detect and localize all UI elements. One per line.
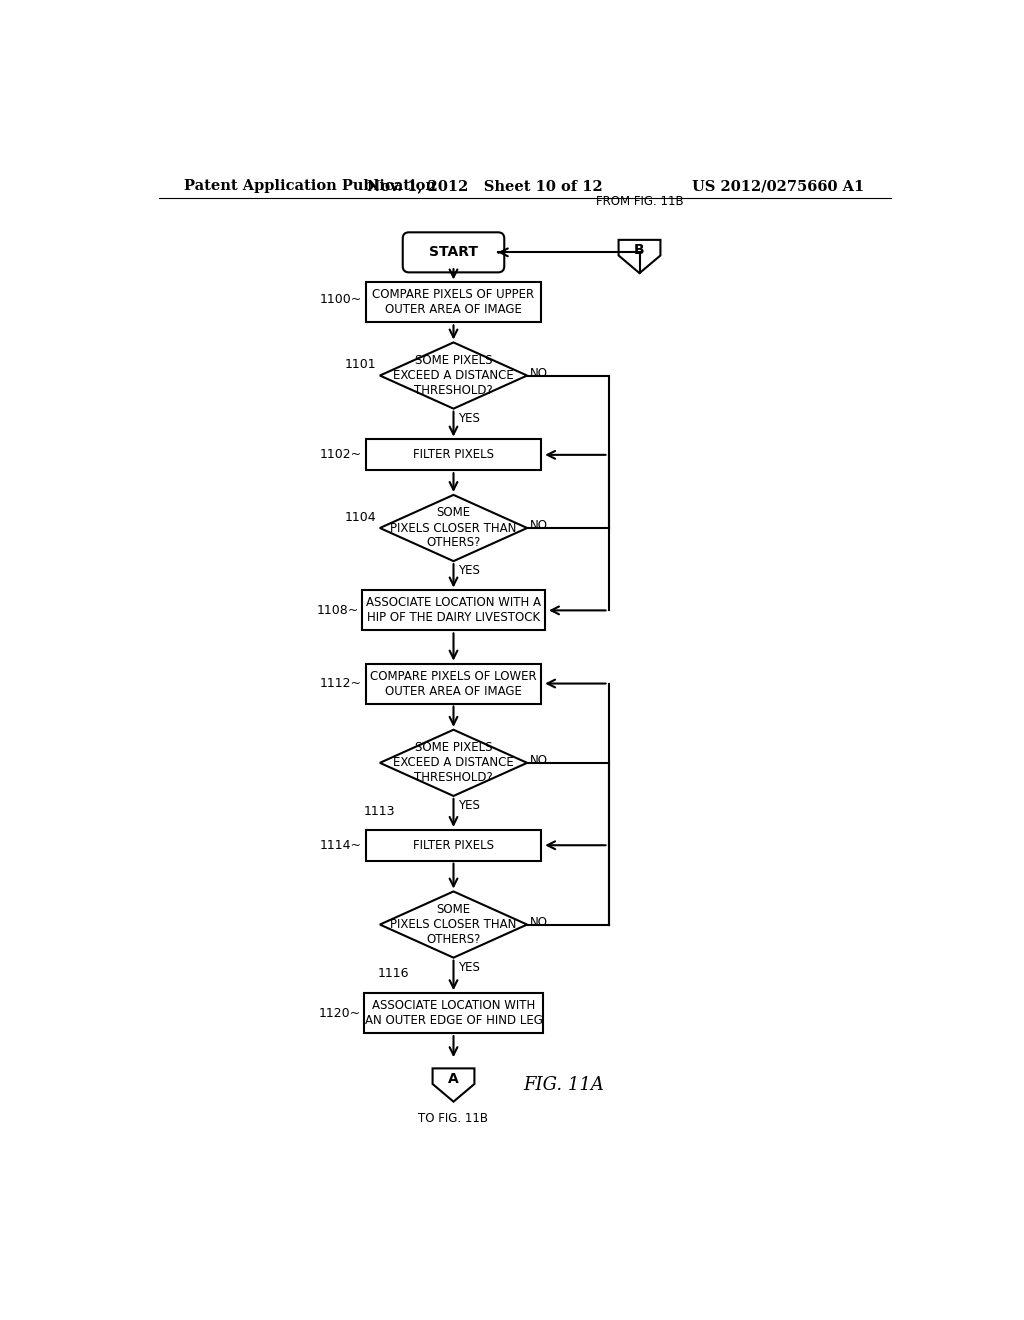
- Text: COMPARE PIXELS OF LOWER
OUTER AREA OF IMAGE: COMPARE PIXELS OF LOWER OUTER AREA OF IM…: [371, 669, 537, 697]
- Text: B: B: [634, 243, 645, 257]
- Text: 1108~: 1108~: [317, 603, 359, 616]
- Polygon shape: [618, 240, 660, 273]
- Bar: [367, 830, 541, 861]
- Polygon shape: [380, 891, 527, 958]
- Text: COMPARE PIXELS OF UPPER
OUTER AREA OF IMAGE: COMPARE PIXELS OF UPPER OUTER AREA OF IM…: [373, 288, 535, 317]
- Text: START: START: [429, 246, 478, 259]
- Bar: [367, 282, 541, 322]
- Text: ASSOCIATE LOCATION WITH
AN OUTER EDGE OF HIND LEG: ASSOCIATE LOCATION WITH AN OUTER EDGE OF…: [365, 999, 543, 1027]
- Text: SOME PIXELS
EXCEED A DISTANCE
THRESHOLD?: SOME PIXELS EXCEED A DISTANCE THRESHOLD?: [393, 354, 514, 397]
- Text: NO: NO: [530, 367, 548, 380]
- Text: YES: YES: [458, 799, 480, 812]
- Text: 1116: 1116: [378, 966, 410, 979]
- Text: FROM FIG. 11B: FROM FIG. 11B: [596, 194, 683, 207]
- Bar: [367, 664, 541, 704]
- FancyBboxPatch shape: [402, 232, 504, 272]
- Text: 1113: 1113: [364, 805, 395, 818]
- Text: FIG. 11A: FIG. 11A: [523, 1076, 604, 1094]
- Text: 1100~: 1100~: [319, 293, 361, 306]
- Polygon shape: [380, 495, 527, 561]
- Bar: [367, 440, 541, 470]
- Text: SOME
PIXELS CLOSER THAN
OTHERS?: SOME PIXELS CLOSER THAN OTHERS?: [390, 903, 517, 946]
- Text: FILTER PIXELS: FILTER PIXELS: [413, 838, 494, 851]
- Text: A: A: [449, 1072, 459, 1086]
- Text: 1114~: 1114~: [319, 838, 361, 851]
- Text: 1102~: 1102~: [319, 449, 361, 462]
- Text: YES: YES: [458, 564, 480, 577]
- Text: TO FIG. 11B: TO FIG. 11B: [419, 1113, 488, 1126]
- Polygon shape: [380, 342, 527, 409]
- Text: 1112~: 1112~: [319, 677, 361, 690]
- Text: SOME
PIXELS CLOSER THAN
OTHERS?: SOME PIXELS CLOSER THAN OTHERS?: [390, 507, 517, 549]
- Text: Nov. 1, 2012   Sheet 10 of 12: Nov. 1, 2012 Sheet 10 of 12: [367, 180, 602, 193]
- Text: Patent Application Publication: Patent Application Publication: [183, 180, 436, 193]
- Text: FILTER PIXELS: FILTER PIXELS: [413, 449, 494, 462]
- Text: 1101: 1101: [345, 358, 377, 371]
- Text: ASSOCIATE LOCATION WITH A
HIP OF THE DAIRY LIVESTOCK: ASSOCIATE LOCATION WITH A HIP OF THE DAI…: [366, 597, 541, 624]
- Polygon shape: [380, 730, 527, 796]
- Text: US 2012/0275660 A1: US 2012/0275660 A1: [692, 180, 864, 193]
- Bar: [365, 993, 543, 1034]
- Text: SOME PIXELS
EXCEED A DISTANCE
THRESHOLD?: SOME PIXELS EXCEED A DISTANCE THRESHOLD?: [393, 742, 514, 784]
- Text: 1120~: 1120~: [319, 1007, 361, 1019]
- Text: 1104: 1104: [345, 511, 377, 524]
- Bar: [362, 590, 545, 631]
- Text: NO: NO: [530, 754, 548, 767]
- Text: YES: YES: [458, 961, 480, 974]
- Text: NO: NO: [530, 916, 548, 929]
- Polygon shape: [432, 1068, 474, 1102]
- Text: NO: NO: [530, 519, 548, 532]
- Text: YES: YES: [458, 412, 480, 425]
